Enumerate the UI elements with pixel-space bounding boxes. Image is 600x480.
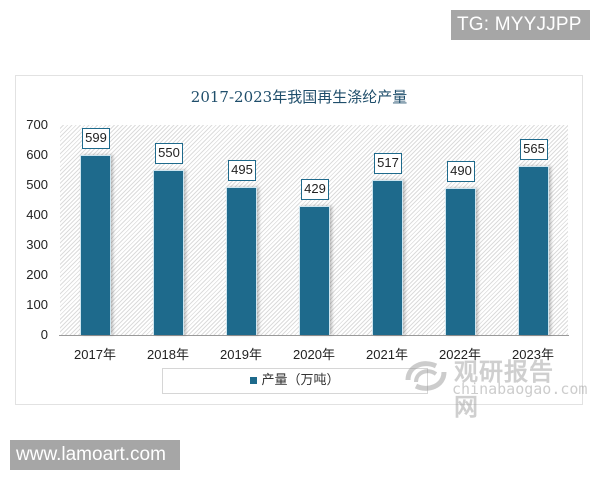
chart-title: 2017-2023年我国再生涤纶产量 xyxy=(190,88,408,106)
legend-swatch xyxy=(250,377,258,384)
data-label: 565 xyxy=(520,138,548,160)
bar xyxy=(226,186,257,335)
y-tick: 500 xyxy=(26,177,48,192)
legend-label: 产量（万吨） xyxy=(261,373,340,388)
y-tick: 0 xyxy=(40,327,48,342)
y-tick: 400 xyxy=(26,207,48,222)
y-tick: 300 xyxy=(26,237,48,252)
data-label: 599 xyxy=(82,128,110,150)
x-tick: 2019年 xyxy=(220,347,262,362)
x-tick: 2021年 xyxy=(366,347,408,362)
data-label: 550 xyxy=(155,143,183,164)
legend: 产量（万吨） xyxy=(162,368,428,394)
tg-badge: TG: MYYJJPP xyxy=(451,10,590,40)
site-badge: www.lamoart.com xyxy=(10,440,180,470)
data-label: 490 xyxy=(447,161,475,182)
x-tick: 2020年 xyxy=(293,347,335,362)
x-tick: 2017年 xyxy=(74,347,116,362)
y-tick: 100 xyxy=(26,297,48,312)
x-tick: 2023年 xyxy=(512,347,554,362)
bar xyxy=(445,188,476,335)
bar xyxy=(80,155,111,335)
y-tick: 200 xyxy=(26,267,48,282)
data-label: 517 xyxy=(374,152,402,174)
x-tick: 2022年 xyxy=(439,347,481,362)
y-tick: 600 xyxy=(26,147,48,162)
y-tick: 700 xyxy=(26,117,48,132)
data-label: 495 xyxy=(228,159,256,181)
x-axis-line xyxy=(59,335,569,336)
x-tick: 2018年 xyxy=(147,347,189,362)
bar xyxy=(372,179,403,335)
bar xyxy=(299,206,330,335)
data-label: 429 xyxy=(301,179,329,201)
bar xyxy=(153,170,184,335)
bar xyxy=(518,165,549,335)
